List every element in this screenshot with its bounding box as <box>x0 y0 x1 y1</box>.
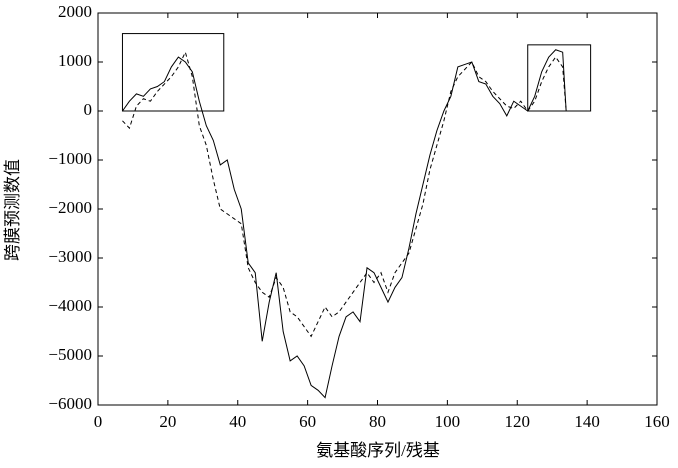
y-tick-label: 0 <box>84 100 93 119</box>
x-tick-label: 80 <box>369 412 386 431</box>
x-tick-label: 20 <box>159 412 176 431</box>
y-tick-label: −3000 <box>48 247 92 266</box>
series-line <box>122 49 567 399</box>
series-line <box>122 50 567 338</box>
y-tick-label: −6000 <box>48 394 92 413</box>
y-tick-label: −4000 <box>48 296 92 315</box>
x-tick-label: 60 <box>299 412 316 431</box>
x-tick-label: 120 <box>505 412 531 431</box>
y-tick-label: 1000 <box>58 51 92 70</box>
x-tick-label: 0 <box>94 412 103 431</box>
plot-frame <box>97 12 658 406</box>
x-tick-label: 40 <box>229 412 246 431</box>
y-tick-label: −1000 <box>48 149 92 168</box>
highlight-box <box>121 33 225 112</box>
x-tick-label: 160 <box>644 412 670 431</box>
highlight-box <box>527 44 592 112</box>
y-tick-label: −2000 <box>48 198 92 217</box>
y-axis-label: 跨膜预测数值 <box>3 159 22 261</box>
x-axis-label: 氨基酸序列/残基 <box>316 441 440 460</box>
x-tick-label: 100 <box>435 412 461 431</box>
y-tick-label: −5000 <box>48 345 92 364</box>
x-tick-label: 140 <box>574 412 600 431</box>
y-tick-label: 2000 <box>58 2 92 21</box>
